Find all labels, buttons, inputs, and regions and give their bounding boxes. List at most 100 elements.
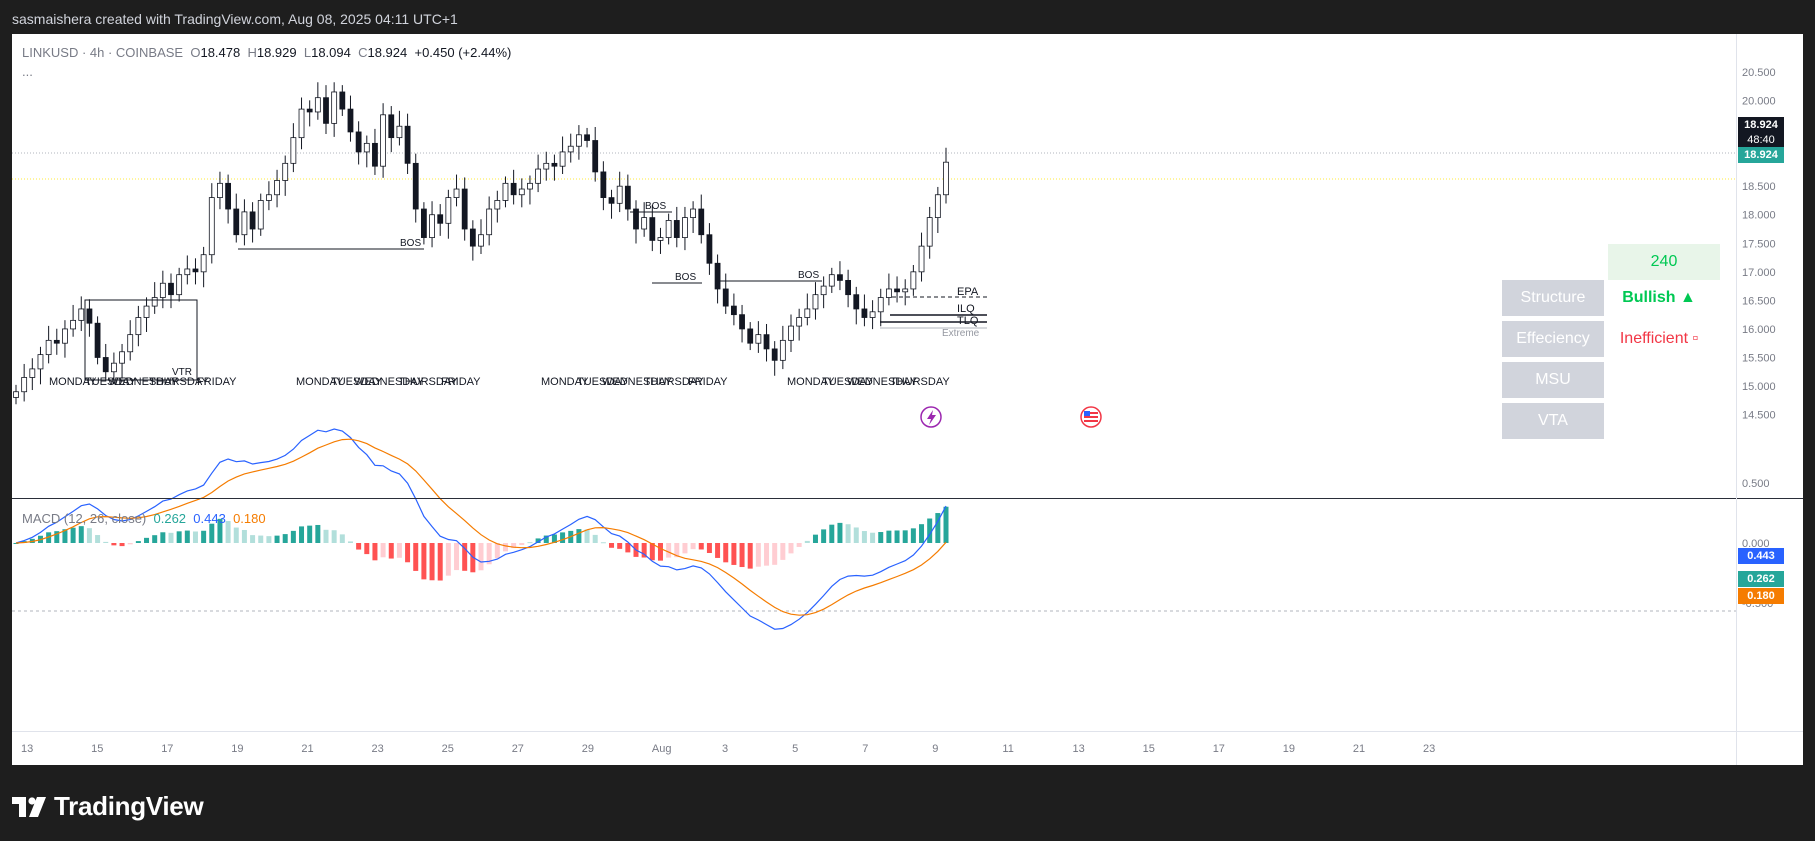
high-value: 18.929 — [256, 45, 297, 60]
macd-hist-bar — [209, 523, 215, 543]
weekday-label: TUESDAY — [577, 376, 629, 388]
candle-body — [559, 151, 566, 167]
macd-hist-bar — [282, 534, 288, 543]
candle-body — [94, 322, 101, 358]
candle-body — [143, 305, 150, 318]
price-tick: 17.000 — [1742, 267, 1776, 279]
signal-line — [15, 438, 947, 616]
tradingview-logo-icon — [12, 796, 46, 817]
chart-canvas[interactable]: 20.50020.00019.50019.00018.50018.00017.5… — [12, 34, 1803, 765]
candle-body — [86, 308, 93, 324]
macd-hist-bar — [413, 543, 419, 571]
candle-body — [363, 142, 370, 153]
change-value: +0.450 (+2.44%) — [414, 45, 512, 60]
macd-hist-bar — [225, 521, 231, 543]
macd-hist-bar — [772, 543, 778, 565]
candle-body — [217, 182, 223, 199]
candle-body — [567, 145, 574, 153]
low-value: 18.094 — [311, 45, 351, 60]
candle-body — [551, 162, 558, 167]
macd-hist-bar — [592, 534, 598, 543]
macd-hist-bar — [723, 543, 729, 563]
tradingview-brand: TradingView — [54, 791, 204, 821]
time-tick: 29 — [582, 743, 594, 755]
candle-body — [331, 91, 338, 124]
macd-hist-bar — [364, 543, 370, 555]
candle-body — [37, 354, 44, 370]
symbol-info: LINKUSD · 4h · COINBASE — [22, 45, 184, 60]
candle-body — [233, 208, 240, 236]
time-tick: 15 — [91, 743, 103, 755]
macd-hist-bar — [144, 537, 150, 543]
time-tick: 15 — [1143, 743, 1155, 755]
macd-hist-bar — [192, 531, 198, 543]
candle-body — [706, 234, 713, 264]
crypto-event-icon[interactable] — [920, 406, 942, 428]
macd-hist-bar — [111, 543, 117, 546]
structure-value: Bullish ▲ — [1622, 289, 1696, 306]
candle-body — [934, 194, 941, 218]
weekday-label: THURSDAY — [644, 376, 704, 388]
time-axis-border — [12, 731, 1803, 732]
macd-hist-bar — [878, 532, 884, 543]
time-tick: 17 — [1213, 743, 1225, 755]
macd-legend[interactable]: MACD (12, 26, close) 0.262 0.443 0.180 — [22, 511, 266, 526]
candle-body — [208, 197, 215, 256]
macd-hist-bar — [78, 526, 84, 543]
candle-body — [673, 220, 680, 238]
candle-body — [518, 188, 525, 196]
candle-body — [649, 217, 656, 241]
macd-hist-bar — [502, 543, 508, 552]
macd-hist-bar — [527, 542, 533, 544]
macd-hist-bar — [657, 543, 663, 561]
candle-body — [527, 182, 533, 190]
macd-hist-bar — [478, 543, 484, 571]
candle-body — [902, 288, 909, 293]
pane-separator[interactable] — [12, 498, 1803, 499]
macd-hist-bar — [780, 543, 786, 560]
efficiency-label: Effeciency — [1502, 321, 1604, 357]
symbol-legend[interactable]: LINKUSD · 4h · COINBASE O18.478 H18.929 … — [22, 45, 511, 60]
more-indicators-button[interactable]: ... — [22, 64, 33, 79]
macd-hist-bar — [315, 524, 321, 543]
macd-hist-bar — [715, 543, 721, 558]
macd-hist-bar — [160, 532, 166, 543]
macd-hist-bar — [731, 543, 737, 565]
macd-hist-bar — [290, 530, 296, 543]
macd-hist-bar — [339, 534, 345, 543]
chart-area[interactable]: 20.50020.00019.50019.00018.50018.00017.5… — [12, 34, 1803, 765]
macd-hist-bar — [396, 543, 402, 558]
hist-tag: 0.262 — [1738, 571, 1784, 587]
candle-body — [926, 217, 933, 247]
macd-hist-bar — [429, 543, 435, 581]
time-tick: 13 — [21, 743, 33, 755]
candle-body — [714, 262, 721, 290]
tradingview-logo[interactable]: TradingView — [12, 791, 204, 822]
candle-body — [45, 339, 52, 356]
candle-body — [380, 114, 387, 167]
extreme-label: Extreme — [942, 328, 980, 339]
time-tick: 27 — [512, 743, 524, 755]
macd-hist-bar — [454, 543, 460, 571]
msu-label: MSU — [1502, 362, 1604, 398]
macd-hist-bar — [943, 506, 949, 543]
weekday-label: WEDNESDAY — [354, 376, 425, 388]
candle-body — [543, 162, 550, 170]
weekday-label: TUESDAY — [822, 376, 874, 388]
vta-label: VTA — [1502, 403, 1604, 439]
macd-hist-bar — [13, 543, 19, 544]
open-value: 18.478 — [200, 45, 241, 60]
us-flag-event-icon[interactable] — [1080, 406, 1102, 428]
candle-body — [478, 234, 484, 247]
macd-hist-bar — [258, 535, 264, 543]
macd-hist-bar — [241, 529, 247, 543]
bos-label-1: BOS — [400, 238, 421, 249]
bos-label-3: BOS — [675, 272, 696, 283]
low-label: L — [303, 45, 312, 60]
candle-body — [461, 188, 468, 230]
candle-body — [755, 334, 762, 344]
macd-hist-bar — [600, 542, 606, 544]
candle-body — [429, 214, 435, 238]
high-label: H — [247, 45, 257, 60]
candle-body — [257, 200, 264, 230]
